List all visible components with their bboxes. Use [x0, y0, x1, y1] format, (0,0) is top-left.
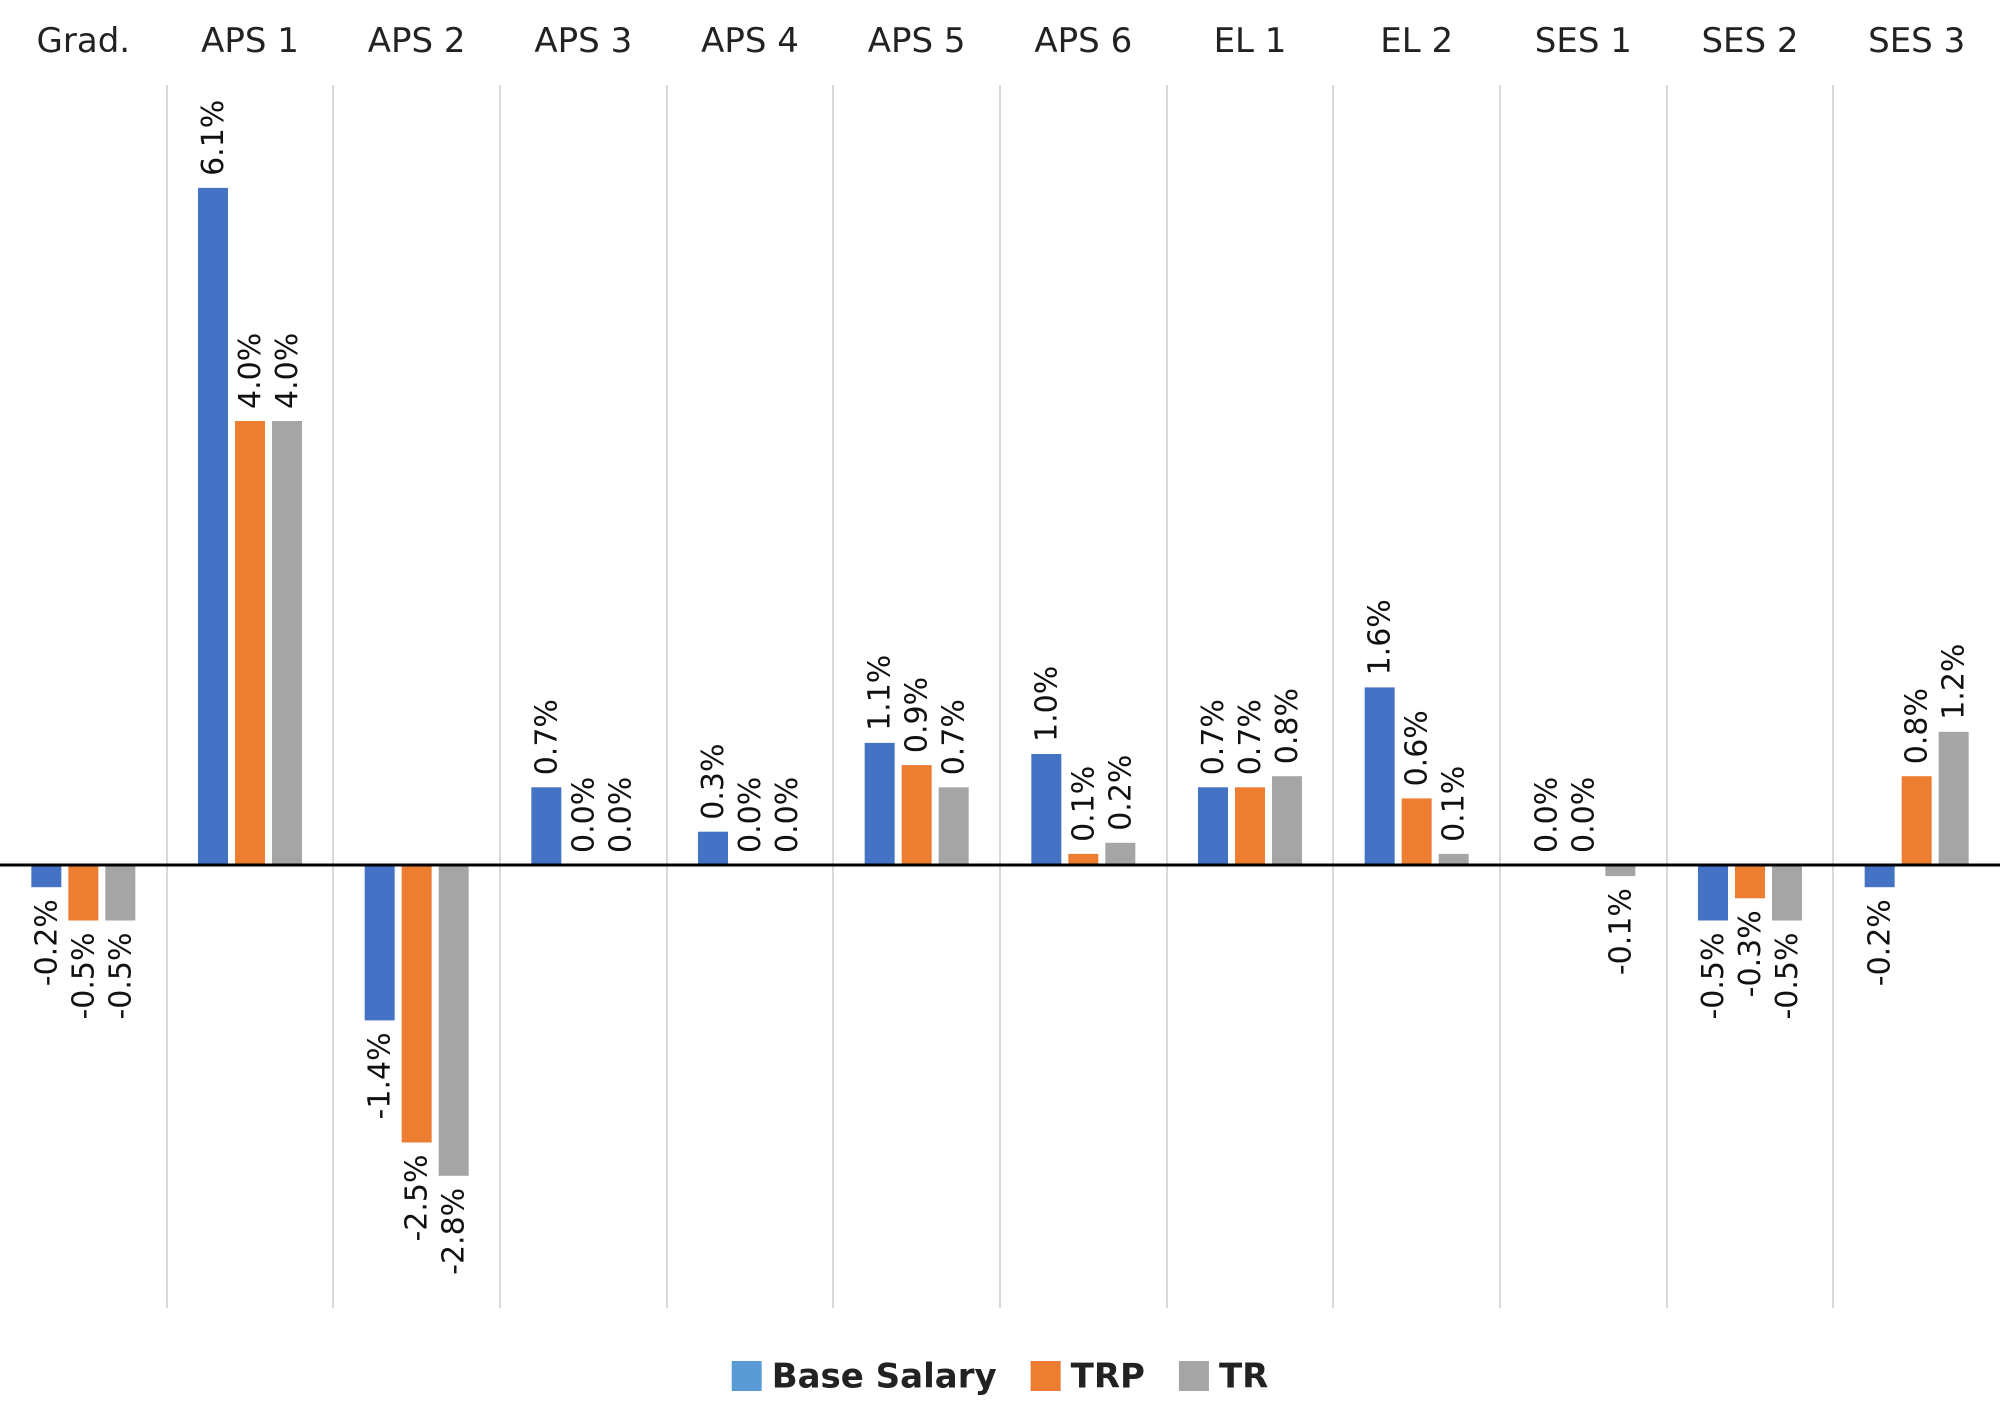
legend: Base Salary TRP TR — [731, 1357, 1268, 1397]
data-label-base-salary-aps-1: 6.1% — [196, 100, 231, 176]
bar-tr-el-1 — [1272, 776, 1302, 865]
data-label-trp-ses-3: 0.8% — [1900, 688, 1935, 764]
data-label-tr-el-1: 0.8% — [1270, 688, 1305, 764]
category-labels: Grad. APS 1 APS 2 APS 3 APS 4 APS 5 APS 6 EL 1 E… — [37, 21, 1966, 61]
bar-base-salary-aps-5 — [864, 742, 895, 865]
bar-trp-aps-6 — [1068, 853, 1099, 865]
data-label-base-salary-el-1: 0.7% — [1196, 699, 1231, 775]
legend-label-tr: TR — [1219, 1357, 1268, 1397]
data-label-tr-ses-3: 1.2% — [1937, 644, 1972, 720]
data-label-tr-el-2: 0.1% — [1437, 766, 1472, 842]
bar-base-salary-aps-4 — [698, 831, 728, 865]
data-label-tr-ses-2: -0.5% — [1770, 933, 1805, 1020]
data-label-trp-aps-1: 4.0% — [233, 333, 268, 409]
category-label-aps-1: APS 1 — [201, 21, 299, 61]
bar-tr-ses-1 — [1605, 865, 1636, 877]
data-label-trp-grad: -0.5% — [66, 933, 101, 1020]
bar-base-salary-el-1 — [1198, 787, 1228, 865]
legend-label-base-salary: Base Salary — [772, 1357, 997, 1397]
data-label-base-salary-ses-3: -0.2% — [1863, 899, 1898, 986]
legend-item-trp: TRP — [1030, 1357, 1145, 1397]
bar-tr-el-2 — [1438, 853, 1469, 865]
data-label-base-salary-aps-6: 1.0% — [1029, 666, 1064, 742]
category-label-grad: Grad. — [37, 21, 131, 61]
category-grid — [166, 85, 1834, 1308]
bar-tr-ses-2 — [1772, 865, 1802, 921]
bar-base-salary-aps-3 — [531, 787, 562, 865]
legend-label-trp: TRP — [1071, 1357, 1145, 1397]
data-label-tr-aps-2: -2.8% — [437, 1188, 472, 1275]
data-label-base-salary-ses-1: 0.0% — [1529, 777, 1564, 853]
data-label-tr-aps-3: 0.0% — [603, 777, 638, 853]
bar-base-salary-ses-3 — [1864, 865, 1895, 888]
category-label-aps-3: APS 3 — [534, 21, 632, 61]
data-label-trp-el-2: 0.6% — [1400, 710, 1435, 786]
bar-tr-ses-3 — [1938, 731, 1969, 865]
bar-trp-aps-2 — [401, 865, 432, 1143]
legend-item-tr: TR — [1178, 1357, 1268, 1397]
legend-item-base-salary: Base Salary — [731, 1357, 997, 1397]
data-label-trp-ses-2: -0.3% — [1733, 910, 1768, 997]
bar-tr-aps-6 — [1105, 842, 1136, 865]
legend-swatch-trp — [1030, 1361, 1061, 1391]
bar-tr-grad — [105, 865, 136, 921]
data-labels: -0.2% -0.5% -0.5%6.1%4.0% 4.0%-1.4%-2.5% -2.… — [29, 100, 1971, 1275]
bar-base-salary-el-2 — [1364, 687, 1395, 865]
bar-base-salary-grad — [31, 865, 62, 888]
bar-tr-aps-2 — [438, 865, 469, 1176]
category-label-ses-3: SES 3 — [1868, 21, 1965, 61]
data-label-tr-aps-4: 0.0% — [770, 777, 805, 853]
bar-base-salary-aps-2 — [364, 865, 395, 1021]
bar-trp-ses-3 — [1901, 776, 1932, 865]
data-label-trp-aps-5: 0.9% — [900, 677, 935, 753]
data-label-base-salary-el-2: 1.6% — [1363, 599, 1398, 675]
bar-base-salary-aps-6 — [1031, 754, 1062, 865]
category-label-el-2: EL 2 — [1380, 21, 1453, 61]
category-label-el-1: EL 1 — [1214, 21, 1287, 61]
data-label-trp-aps-6: 0.1% — [1066, 766, 1101, 842]
data-label-tr-aps-5: 0.7% — [937, 699, 972, 775]
data-label-base-salary-grad: -0.2% — [29, 899, 64, 986]
bar-trp-aps-5 — [901, 765, 932, 865]
bar-trp-aps-1 — [235, 421, 265, 865]
bar-base-salary-ses-2 — [1698, 865, 1728, 921]
legend-swatch-base-salary — [731, 1361, 762, 1391]
data-label-base-salary-aps-5: 1.1% — [863, 655, 898, 731]
data-label-tr-grad: -0.5% — [103, 933, 138, 1020]
data-label-trp-aps-4: 0.0% — [733, 777, 768, 853]
category-label-aps-4: APS 4 — [701, 21, 799, 61]
data-label-tr-ses-1: -0.1% — [1603, 888, 1638, 975]
data-label-base-salary-ses-2: -0.5% — [1696, 933, 1731, 1020]
data-label-base-salary-aps-3: 0.7% — [529, 699, 564, 775]
data-label-tr-aps-6: 0.2% — [1103, 755, 1138, 831]
bar-trp-ses-2 — [1735, 865, 1765, 899]
bars — [31, 187, 1969, 1176]
bar-tr-aps-1 — [272, 421, 302, 865]
category-label-aps-5: APS 5 — [868, 21, 966, 61]
data-label-base-salary-aps-4: 0.3% — [696, 743, 731, 819]
data-label-trp-aps-2: -2.5% — [400, 1155, 435, 1242]
category-label-ses-2: SES 2 — [1701, 21, 1798, 61]
data-label-tr-aps-1: 4.0% — [270, 333, 305, 409]
data-label-trp-el-1: 0.7% — [1233, 699, 1268, 775]
bar-base-salary-aps-1 — [198, 187, 228, 865]
bar-trp-el-2 — [1401, 798, 1432, 865]
bar-trp-grad — [68, 865, 99, 921]
category-label-aps-6: APS 6 — [1034, 21, 1132, 61]
category-label-aps-2: APS 2 — [368, 21, 466, 61]
data-label-trp-aps-3: 0.0% — [566, 777, 601, 853]
data-label-trp-ses-1: 0.0% — [1566, 777, 1601, 853]
bar-tr-aps-5 — [938, 787, 969, 865]
category-label-ses-1: SES 1 — [1535, 21, 1632, 61]
data-label-base-salary-aps-2: -1.4% — [363, 1032, 398, 1119]
bar-trp-el-1 — [1235, 787, 1265, 865]
legend-swatch-tr — [1178, 1361, 1209, 1391]
